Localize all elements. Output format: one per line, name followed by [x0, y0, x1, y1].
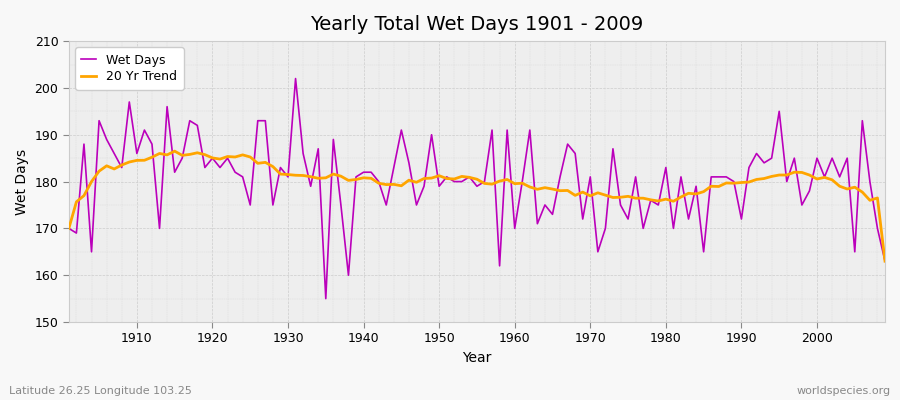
Wet Days	[517, 179, 527, 184]
Wet Days	[124, 100, 135, 104]
Wet Days	[298, 151, 309, 156]
Y-axis label: Wet Days: Wet Days	[15, 148, 29, 215]
20 Yr Trend	[509, 181, 520, 186]
Wet Days	[525, 128, 535, 132]
Text: worldspecies.org: worldspecies.org	[796, 386, 891, 396]
Title: Yearly Total Wet Days 1901 - 2009: Yearly Total Wet Days 1901 - 2009	[310, 15, 644, 34]
Wet Days	[63, 226, 74, 231]
20 Yr Trend	[517, 181, 527, 186]
Legend: Wet Days, 20 Yr Trend: Wet Days, 20 Yr Trend	[75, 47, 184, 90]
20 Yr Trend	[608, 195, 618, 200]
Wet Days	[615, 202, 626, 207]
Line: 20 Yr Trend: 20 Yr Trend	[68, 151, 885, 261]
Wet Days	[290, 76, 301, 81]
X-axis label: Year: Year	[463, 351, 491, 365]
Wet Days	[879, 259, 890, 264]
Wet Days	[351, 174, 362, 179]
20 Yr Trend	[298, 173, 309, 178]
20 Yr Trend	[63, 226, 74, 231]
Text: Latitude 26.25 Longitude 103.25: Latitude 26.25 Longitude 103.25	[9, 386, 192, 396]
Wet Days	[320, 296, 331, 301]
Line: Wet Days: Wet Days	[68, 78, 885, 299]
20 Yr Trend	[169, 149, 180, 154]
20 Yr Trend	[343, 178, 354, 183]
20 Yr Trend	[124, 160, 135, 164]
20 Yr Trend	[879, 259, 890, 264]
